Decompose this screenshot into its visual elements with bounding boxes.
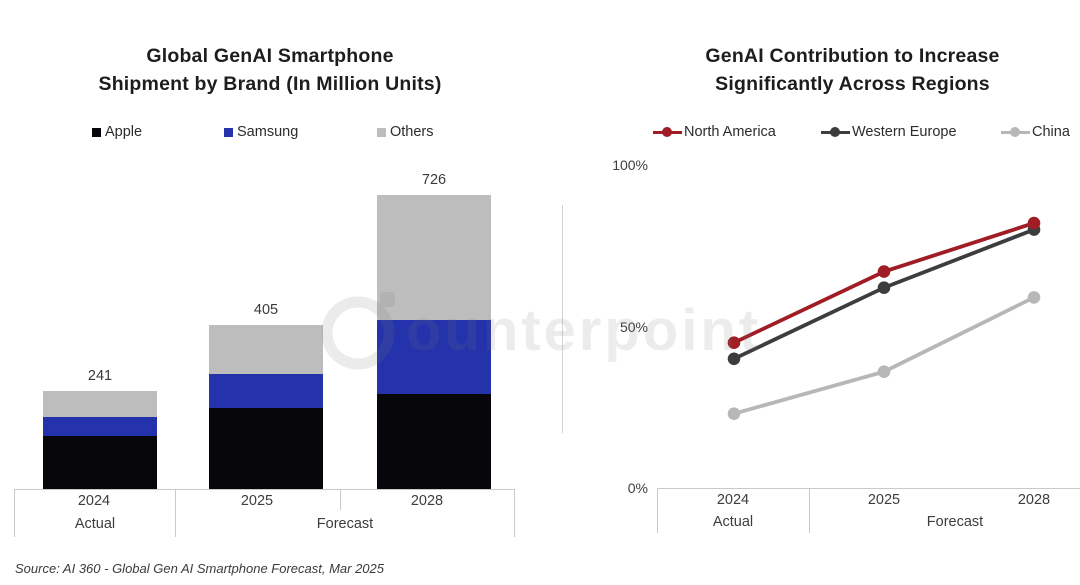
right-x-axis-line [657, 488, 1080, 489]
left-chart-title: Global GenAI Smartphone Shipment by Bran… [20, 42, 520, 98]
marker-china-2028 [1027, 291, 1041, 304]
right-axis-tick [809, 488, 810, 533]
left-x-label-2028: 2028 [410, 493, 444, 509]
marker-north-america-2028 [1027, 216, 1041, 230]
legend-item-north-america: North America [653, 123, 776, 141]
legend-item-china: China [1001, 123, 1070, 141]
right-x-label-2028: 2028 [1017, 492, 1051, 508]
bar-total-label-2025: 405 [253, 301, 279, 318]
right-axis-tick [657, 488, 658, 533]
bar-segment-apple-2028 [377, 393, 491, 489]
left-group-label-actual: Actual [74, 516, 116, 532]
right-chart-title-line1: GenAI Contribution to Increase [705, 45, 1000, 67]
bar-segment-apple-2024 [43, 436, 157, 489]
left-x-label-2024: 2024 [77, 493, 111, 509]
left-axis-tick [14, 489, 15, 537]
panel-divider [562, 205, 563, 433]
left-chart-title-line1: Global GenAI Smartphone [146, 45, 394, 67]
bar-segment-others-2024 [43, 391, 157, 418]
bar-segment-others-2028 [377, 194, 491, 321]
y-tick-50: 50% [619, 319, 648, 335]
line-plot [727, 216, 1041, 420]
right-group-label-actual: Actual [712, 514, 754, 530]
bar-segment-samsung-2028 [377, 320, 491, 394]
apple-swatch-icon [92, 127, 101, 137]
legend-label-samsung: Samsung [237, 124, 299, 140]
bar-total-label-2024: 241 [87, 368, 113, 385]
y-tick-100: 100% [612, 157, 648, 173]
left-chart-title-line2: Shipment by Brand (In Million Units) [98, 73, 442, 95]
line-western-europe [733, 227, 1035, 361]
right-x-label-2025: 2025 [867, 492, 901, 508]
legend-item-western-europe: Western Europe [821, 123, 957, 141]
left-x-axis-line [14, 489, 514, 490]
legend-item-apple: Apple [92, 123, 142, 141]
left-x-label-2025: 2025 [240, 493, 274, 509]
western-europe-line-marker-icon [821, 126, 850, 138]
left-group-label-forecast: Forecast [316, 516, 374, 532]
legend-label-western-europe: Western Europe [852, 124, 957, 140]
bar-segment-apple-2025 [209, 408, 323, 489]
legend-label-apple: Apple [105, 124, 143, 140]
marker-north-america-2024 [727, 336, 741, 349]
marker-china-2024 [727, 407, 741, 420]
marker-china-2025 [877, 365, 891, 378]
north-america-line-marker-icon [653, 126, 682, 138]
legend-item-samsung: Samsung [224, 123, 298, 141]
others-swatch-icon [377, 127, 386, 137]
right-group-label-forecast: Forecast [926, 514, 984, 530]
bar-segment-samsung-2024 [43, 417, 157, 437]
right-x-label-2024: 2024 [716, 492, 750, 508]
left-axis-tick [175, 489, 176, 537]
china-line-marker-icon [1001, 126, 1030, 138]
right-chart-title: GenAI Contribution to Increase Significa… [600, 42, 1080, 98]
marker-western-europe-2024 [727, 352, 741, 366]
right-chart-title-line2: Significantly Across Regions [715, 73, 990, 95]
bar-segment-samsung-2025 [209, 373, 323, 408]
left-axis-tick [340, 489, 341, 510]
legend-item-others: Others [377, 123, 434, 141]
legend-label-north-america: North America [684, 124, 776, 140]
bar-total-label-2028: 726 [421, 171, 447, 188]
line-china [733, 295, 1035, 416]
marker-western-europe-2025 [877, 281, 891, 294]
marker-north-america-2025 [877, 265, 891, 278]
source-note: Source: AI 360 - Global Gen AI Smartphon… [15, 561, 385, 576]
legend-label-china: China [1032, 124, 1070, 140]
y-tick-0: 0% [627, 480, 648, 496]
left-axis-tick [514, 489, 515, 537]
legend-label-others: Others [390, 124, 434, 140]
stacked-bar-plot: 241 405 726 [43, 171, 491, 489]
samsung-swatch-icon [224, 127, 233, 137]
bar-segment-others-2025 [209, 324, 323, 374]
